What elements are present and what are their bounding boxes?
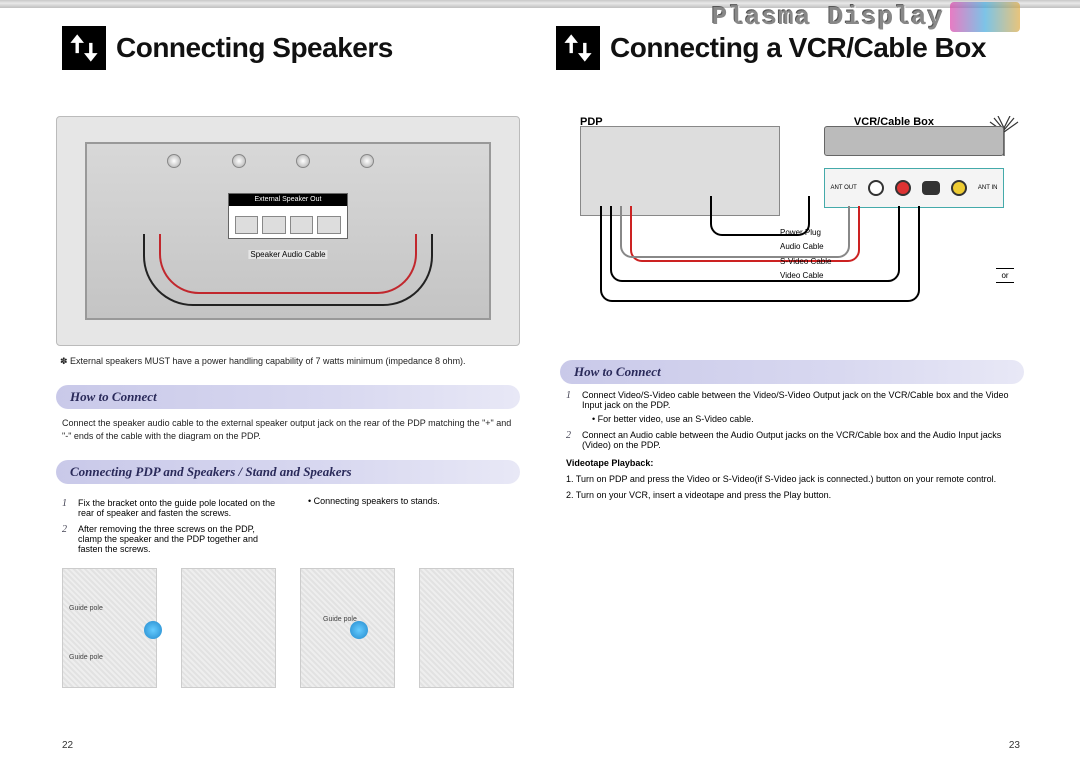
assembly-figure: Guide pole Guide pole	[62, 568, 157, 688]
cable-label: S-Video Cable	[780, 255, 831, 269]
port-label: ANT IN	[978, 185, 998, 191]
speaker-output-panel: External Speaker Out	[228, 193, 348, 239]
cable-label: Audio Cable	[780, 240, 831, 254]
right-title-group: Connecting a VCR/Cable Box	[556, 26, 986, 70]
cable-caption: Speaker Audio Cable	[248, 250, 327, 259]
page-number-left: 22	[62, 740, 73, 751]
how-to-connect-text-left: Connect the speaker audio cable to the e…	[56, 417, 520, 442]
right-page-title: Connecting a VCR/Cable Box	[610, 32, 986, 64]
up-down-arrow-icon	[556, 26, 600, 70]
content-columns: External Speaker Out Speaker Audio Cable…	[0, 116, 1080, 688]
playback-step: 1. Turn on PDP and press the Video or S-…	[566, 474, 1018, 484]
guide-pole-label: Guide pole	[69, 605, 103, 612]
left-page-title: Connecting Speakers	[116, 32, 393, 64]
cable-label: Power Plug	[780, 226, 831, 240]
how-to-connect-header-right: How to Connect	[560, 360, 1024, 384]
step-bullet: For better video, use an S-Video cable.	[582, 414, 1018, 424]
left-title-group: Connecting Speakers	[62, 26, 393, 70]
arrow-icon	[350, 621, 368, 639]
left-column: External Speaker Out Speaker Audio Cable…	[56, 116, 520, 688]
up-down-arrow-icon	[62, 26, 106, 70]
assembly-figures: Guide pole Guide pole Guide pole	[56, 568, 520, 688]
step-text: Connect Video/S-Video cable between the …	[582, 390, 1018, 410]
step-row: 1 Fix the bracket onto the guide pole lo…	[62, 498, 278, 518]
speaker-footnote: ✽ External speakers MUST have a power ha…	[56, 356, 520, 367]
speaker-panel-label: External Speaker Out	[229, 194, 347, 206]
page-number-right: 23	[1009, 740, 1020, 751]
video-port	[951, 180, 967, 196]
step-row: 2 After removing the three screws on the…	[62, 524, 278, 554]
step-text: Turn on your VCR, insert a videotape and…	[576, 490, 831, 500]
video-cable	[600, 206, 920, 302]
step-number: 1	[566, 390, 576, 424]
cable-label: Video Cable	[780, 269, 831, 283]
audio-r-port	[895, 180, 911, 196]
step-number: 1.	[566, 474, 576, 484]
playback-step: 2. Turn on your VCR, insert a videotape …	[566, 490, 1018, 500]
step-row: 2 Connect an Audio cable between the Aud…	[566, 430, 1018, 450]
step-number: 2	[566, 430, 576, 450]
audio-l-port	[868, 180, 884, 196]
red-cable	[159, 234, 417, 294]
step-text: Fix the bracket onto the guide pole loca…	[78, 498, 278, 518]
step-text: After removing the three screws on the P…	[78, 524, 278, 554]
step-text: Turn on PDP and press the Video or S-Vid…	[576, 474, 996, 484]
arrow-icon	[144, 621, 162, 639]
right-column: PDP VCR/Cable Box ANT OUT ANT IN Power P…	[560, 116, 1024, 688]
step-number: 2	[62, 524, 72, 554]
speaker-diagram: External Speaker Out Speaker Audio Cable	[56, 116, 520, 346]
step-number: 1	[62, 498, 72, 518]
connecting-pdp-speakers-header: Connecting PDP and Speakers / Stand and …	[56, 460, 520, 484]
right-step-bullet: Connecting speakers to stands.	[298, 496, 514, 506]
vcr-box-graphic	[824, 126, 1004, 156]
playback-heading: Videotape Playback:	[566, 458, 1018, 468]
or-label: or	[996, 268, 1014, 283]
step-text: Connect an Audio cable between the Audio…	[582, 430, 1018, 450]
cable-labels-stack: Power Plug Audio Cable S-Video Cable Vid…	[780, 226, 831, 284]
assembly-figure	[181, 568, 276, 688]
vcr-diagram: PDP VCR/Cable Box ANT OUT ANT IN Power P…	[560, 116, 1024, 346]
guide-pole-label: Guide pole	[323, 616, 357, 623]
guide-pole-label: Guide pole	[69, 654, 103, 661]
assembly-figure	[419, 568, 514, 688]
step-row: 1 Connect Video/S-Video cable between th…	[566, 390, 1018, 424]
svideo-port	[922, 181, 940, 195]
speaker-mounting-steps: 1 Fix the bracket onto the guide pole lo…	[56, 492, 520, 554]
tv-rear-panel: External Speaker Out Speaker Audio Cable	[85, 142, 492, 320]
how-to-connect-header-left: How to Connect	[56, 385, 520, 409]
assembly-figure: Guide pole	[300, 568, 395, 688]
vcr-port-strip: ANT OUT ANT IN	[824, 168, 1004, 208]
port-label: ANT OUT	[831, 185, 857, 191]
step-number: 2.	[566, 490, 576, 500]
header-row: Plasma Display Connecting Speakers Conne…	[0, 26, 1080, 86]
